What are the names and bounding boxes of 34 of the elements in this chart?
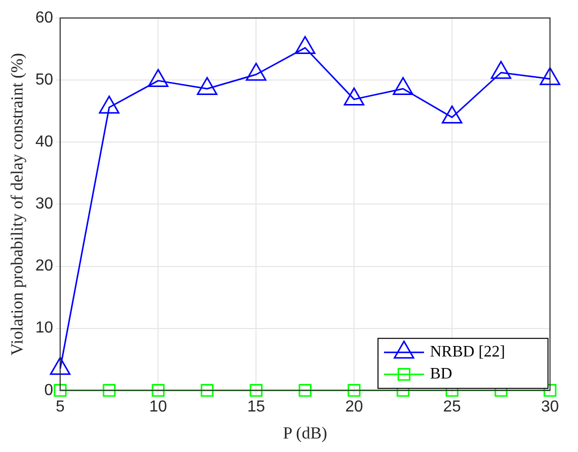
x-tick-label: 20 bbox=[345, 398, 364, 416]
x-tick-label: 5 bbox=[56, 398, 65, 416]
x-tick-label: 15 bbox=[247, 398, 266, 416]
point bbox=[246, 62, 266, 81]
y-tick-label: 60 bbox=[35, 9, 54, 26]
point bbox=[392, 77, 414, 96]
point bbox=[98, 96, 120, 114]
y-tick-label: 10 bbox=[35, 320, 54, 337]
point bbox=[344, 88, 364, 106]
y-tick-label: 0 bbox=[44, 382, 54, 399]
point bbox=[250, 384, 263, 397]
legend-label: BD bbox=[430, 366, 452, 383]
y-axis-title: Violation probability of delay constraint (%) bbox=[8, 52, 27, 356]
point bbox=[348, 384, 360, 397]
legend-label: NRBD [22] bbox=[430, 344, 506, 361]
point bbox=[298, 384, 312, 397]
point bbox=[54, 384, 67, 397]
y-tick-label: 40 bbox=[35, 134, 54, 151]
point bbox=[152, 384, 165, 397]
point bbox=[490, 60, 512, 79]
point bbox=[540, 67, 560, 86]
point bbox=[148, 68, 168, 87]
point bbox=[102, 384, 116, 397]
x-tick-label: 10 bbox=[149, 398, 168, 416]
point bbox=[196, 77, 218, 96]
y-tick-label: 50 bbox=[35, 71, 54, 88]
x-tick-label: 30 bbox=[541, 398, 559, 416]
x-axis-title: P (dB) bbox=[282, 423, 328, 442]
y-tick-label: 20 bbox=[35, 258, 54, 275]
x-tick-label: 25 bbox=[443, 398, 462, 416]
point bbox=[200, 384, 214, 397]
point bbox=[294, 36, 316, 54]
point bbox=[442, 106, 462, 124]
y-tick-label: 30 bbox=[35, 196, 54, 213]
